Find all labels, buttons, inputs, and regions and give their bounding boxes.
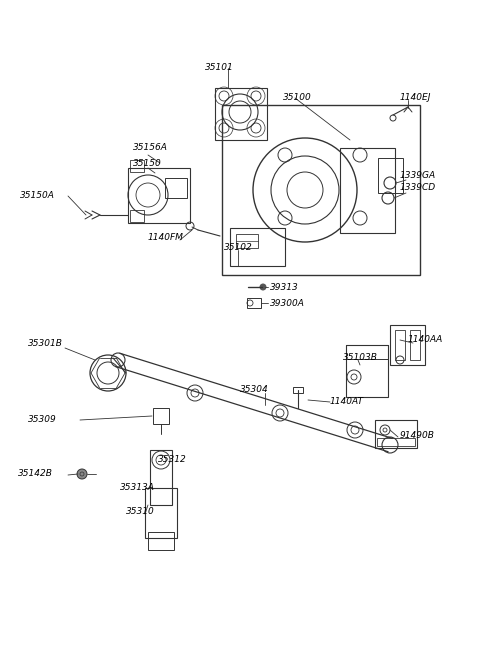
Text: 1339CD: 1339CD [400, 183, 436, 193]
Bar [390, 325, 425, 365]
Bar [130, 210, 144, 222]
Bar [340, 148, 395, 233]
Text: 1140AA: 1140AA [408, 335, 443, 345]
Bar [346, 345, 388, 359]
Bar [346, 345, 388, 397]
Bar [293, 387, 303, 393]
Text: 35312: 35312 [158, 455, 187, 464]
Text: 35310: 35310 [126, 508, 155, 517]
Bar [395, 330, 405, 360]
Circle shape [77, 469, 87, 479]
Bar [150, 450, 172, 505]
Bar [145, 488, 177, 538]
Text: 91490B: 91490B [400, 430, 435, 440]
Bar [148, 532, 174, 550]
Bar [247, 298, 261, 308]
Bar [236, 234, 258, 248]
Text: 1140EJ: 1140EJ [400, 92, 432, 102]
Text: 39313: 39313 [270, 284, 299, 293]
Text: 1140AT: 1140AT [330, 398, 364, 407]
Text: 35102: 35102 [224, 242, 253, 252]
Bar [230, 228, 285, 266]
Text: 1339GA: 1339GA [400, 170, 436, 179]
Bar [377, 438, 415, 446]
Text: 35103B: 35103B [343, 354, 378, 362]
Text: 35100: 35100 [283, 94, 312, 102]
Bar [215, 88, 267, 140]
Bar [375, 420, 417, 448]
Circle shape [260, 284, 266, 290]
Text: 35301B: 35301B [28, 339, 63, 348]
Bar [128, 168, 190, 223]
Text: 35150A: 35150A [20, 191, 55, 200]
Text: 35156A: 35156A [133, 143, 168, 153]
Text: 35101: 35101 [205, 64, 234, 73]
Bar [378, 158, 403, 193]
Text: 35304: 35304 [240, 386, 269, 394]
Bar [130, 160, 144, 172]
Text: 39300A: 39300A [270, 299, 305, 309]
Bar [165, 178, 187, 198]
Text: 35313A: 35313A [120, 483, 155, 493]
Bar [153, 408, 169, 424]
Text: 35150: 35150 [133, 159, 162, 168]
Text: 1140FM: 1140FM [148, 233, 184, 242]
Bar [222, 105, 420, 275]
Text: 35142B: 35142B [18, 468, 53, 477]
Bar [410, 330, 420, 360]
Text: 35309: 35309 [28, 415, 57, 424]
